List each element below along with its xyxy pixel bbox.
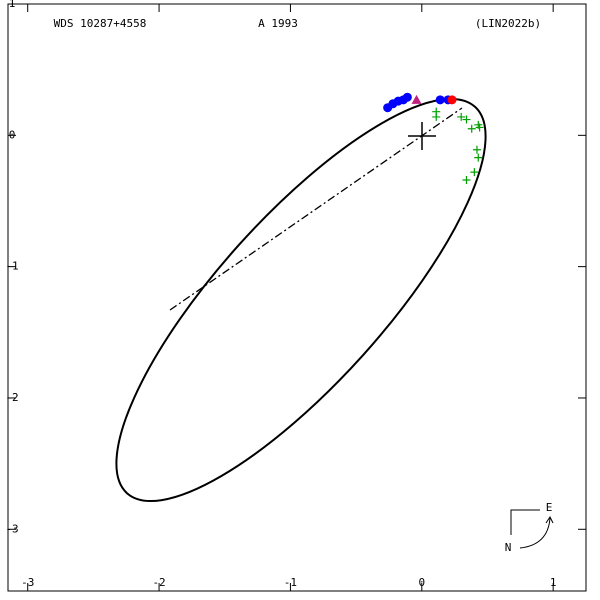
observation xyxy=(467,124,476,133)
orbit xyxy=(115,97,487,503)
observation xyxy=(447,95,457,105)
y-tick-label: -2 xyxy=(5,391,18,404)
observation xyxy=(411,94,422,104)
y-tick-label: -3 xyxy=(5,522,18,535)
observation xyxy=(402,92,412,102)
x-tick-label: -3 xyxy=(21,576,34,589)
observation xyxy=(472,145,481,154)
observation xyxy=(470,168,479,177)
observation xyxy=(435,95,445,105)
compass-north: N xyxy=(505,541,512,554)
observation xyxy=(462,115,471,124)
compass xyxy=(510,509,554,549)
observation xyxy=(432,112,441,121)
y-tick-label: 1 xyxy=(9,0,16,10)
x-tick-label: 0 xyxy=(418,576,425,589)
y-tick-label: -1 xyxy=(5,260,18,273)
x-tick-label: 1 xyxy=(550,576,557,589)
chart-subtitle: A 1993 xyxy=(258,17,298,30)
y-tick-label: 0 xyxy=(9,128,16,141)
observation xyxy=(474,153,483,162)
observation xyxy=(457,112,466,121)
reference: (LIN2022b) xyxy=(475,17,541,30)
compass-east: E xyxy=(546,501,553,514)
chart-title: WDS 10287+4558 xyxy=(54,17,147,30)
plot-frame xyxy=(7,3,587,592)
x-tick-label: -1 xyxy=(284,576,297,589)
observation xyxy=(462,175,471,184)
primary-star xyxy=(408,122,436,150)
observation xyxy=(475,123,484,132)
line-of-apsides xyxy=(169,107,463,311)
x-tick-label: -2 xyxy=(152,576,165,589)
